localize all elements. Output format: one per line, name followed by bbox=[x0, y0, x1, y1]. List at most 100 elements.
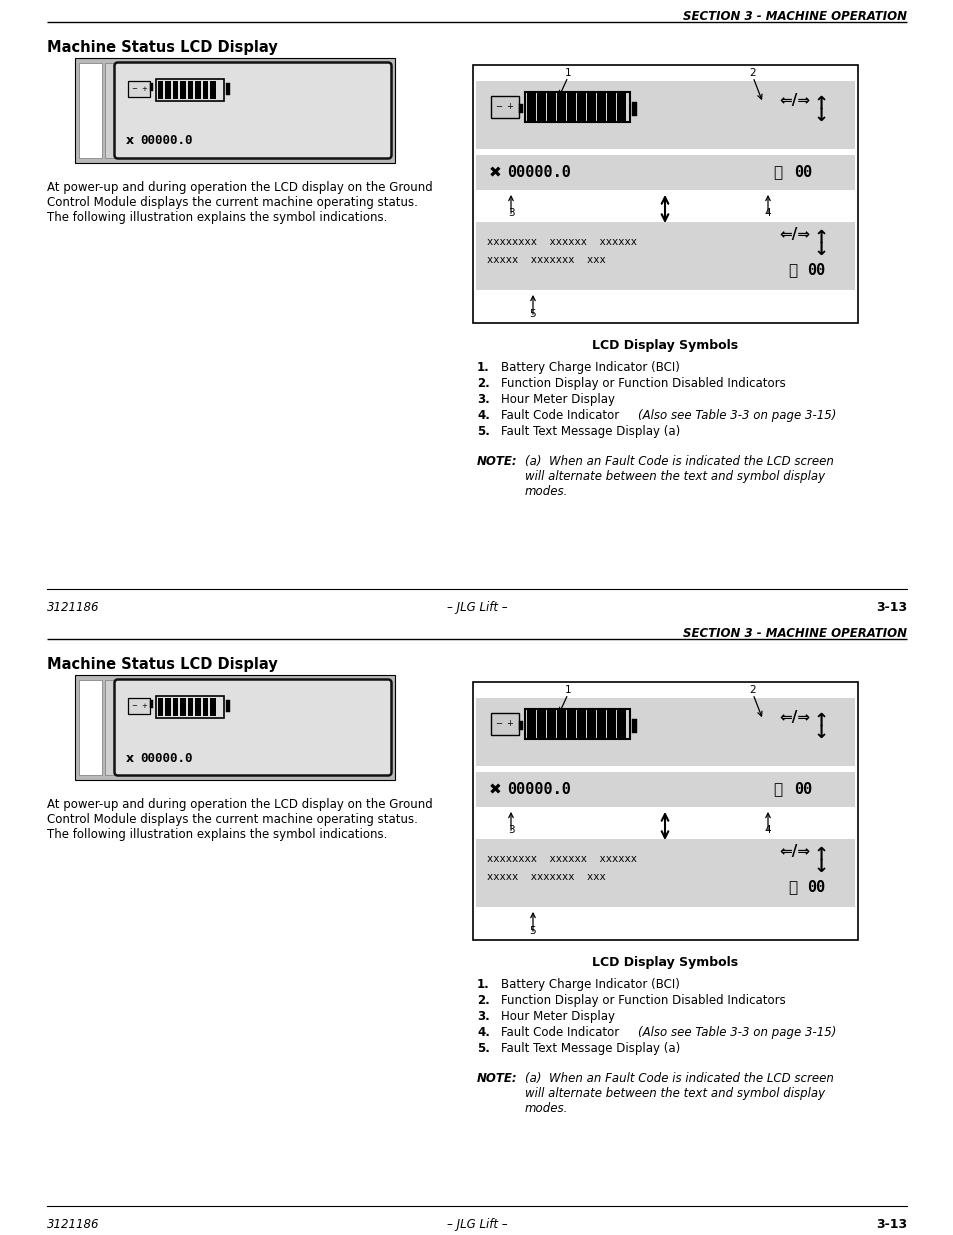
Text: xxxxxxxx  xxxxxx  xxxxxx: xxxxxxxx xxxxxx xxxxxx bbox=[486, 853, 637, 863]
Bar bbox=[165, 698, 171, 716]
Text: 2.: 2. bbox=[476, 994, 489, 1007]
Text: 5: 5 bbox=[529, 309, 536, 319]
Bar bbox=[557, 709, 565, 739]
Bar bbox=[203, 82, 209, 99]
Bar bbox=[597, 91, 605, 122]
Bar bbox=[617, 91, 625, 122]
Text: Control Module displays the current machine operating status.: Control Module displays the current mach… bbox=[47, 196, 417, 209]
Bar bbox=[631, 719, 637, 732]
Bar bbox=[75, 676, 395, 781]
Text: +: + bbox=[505, 719, 513, 729]
Text: ⇐/⇒: ⇐/⇒ bbox=[779, 227, 810, 242]
Text: 1: 1 bbox=[564, 68, 571, 78]
Text: (Also see Table 3-3 on page 3-15): (Also see Table 3-3 on page 3-15) bbox=[638, 1026, 836, 1039]
Bar bbox=[156, 79, 224, 101]
Text: At power-up and during operation the LCD display on the Ground: At power-up and during operation the LCD… bbox=[47, 182, 433, 194]
Text: SECTION 3 - MACHINE OPERATION: SECTION 3 - MACHINE OPERATION bbox=[682, 627, 906, 640]
Bar bbox=[518, 720, 522, 730]
Bar bbox=[473, 65, 857, 324]
Text: ✖: ✖ bbox=[489, 782, 501, 797]
Text: NOTE:: NOTE: bbox=[476, 454, 517, 468]
Text: ⇐/⇒: ⇐/⇒ bbox=[779, 93, 810, 107]
Bar bbox=[546, 709, 556, 739]
Bar bbox=[172, 82, 178, 99]
Text: 00: 00 bbox=[793, 782, 811, 797]
Bar bbox=[79, 680, 102, 776]
Bar bbox=[158, 82, 163, 99]
Text: −: − bbox=[131, 86, 136, 91]
Text: LCD Display Symbols: LCD Display Symbols bbox=[592, 338, 738, 352]
Text: +: + bbox=[141, 86, 147, 91]
Text: +: + bbox=[141, 703, 147, 709]
Text: Fault Code Indicator: Fault Code Indicator bbox=[500, 409, 622, 422]
Text: (a)  When an Fault Code is indicated the LCD screen: (a) When an Fault Code is indicated the … bbox=[524, 454, 833, 468]
Text: −: − bbox=[495, 103, 501, 111]
Bar bbox=[195, 698, 201, 716]
Bar bbox=[476, 156, 854, 190]
Bar bbox=[526, 91, 536, 122]
Text: Fault Text Message Display (a): Fault Text Message Display (a) bbox=[500, 425, 679, 438]
Text: 00: 00 bbox=[806, 263, 824, 278]
Text: 2.: 2. bbox=[476, 377, 489, 390]
Bar bbox=[180, 698, 186, 716]
Text: Hour Meter Display: Hour Meter Display bbox=[500, 393, 615, 406]
Text: 3-13: 3-13 bbox=[875, 1218, 906, 1231]
Bar bbox=[566, 91, 576, 122]
Text: 3121186: 3121186 bbox=[47, 601, 99, 614]
FancyBboxPatch shape bbox=[114, 679, 391, 776]
Text: modes.: modes. bbox=[524, 1102, 568, 1115]
Text: Battery Charge Indicator (BCI): Battery Charge Indicator (BCI) bbox=[500, 361, 679, 374]
Bar bbox=[518, 104, 522, 114]
Text: Battery Charge Indicator (BCI): Battery Charge Indicator (BCI) bbox=[500, 978, 679, 990]
Bar bbox=[524, 709, 629, 739]
Bar bbox=[226, 83, 230, 95]
Text: – JLG Lift –: – JLG Lift – bbox=[446, 601, 507, 614]
Text: −: − bbox=[131, 703, 136, 709]
Text: xxxxx  xxxxxxx  xxx: xxxxx xxxxxxx xxx bbox=[486, 872, 605, 882]
Bar bbox=[606, 91, 616, 122]
Bar bbox=[226, 700, 230, 713]
Bar bbox=[180, 82, 186, 99]
FancyBboxPatch shape bbox=[114, 63, 391, 158]
Text: 2: 2 bbox=[749, 685, 756, 695]
Text: ⇐/⇒: ⇐/⇒ bbox=[779, 844, 810, 858]
Text: 3121186: 3121186 bbox=[47, 1218, 99, 1231]
Text: NOTE:: NOTE: bbox=[476, 1072, 517, 1086]
Text: 3-13: 3-13 bbox=[875, 601, 906, 614]
Text: 00000.0: 00000.0 bbox=[140, 135, 193, 147]
Text: 00000.0: 00000.0 bbox=[140, 752, 193, 764]
Text: At power-up and during operation the LCD display on the Ground: At power-up and during operation the LCD… bbox=[47, 798, 433, 811]
Bar bbox=[491, 96, 518, 117]
Text: Machine Status LCD Display: Machine Status LCD Display bbox=[47, 40, 277, 56]
Text: 4: 4 bbox=[764, 825, 771, 835]
Text: (Also see Table 3-3 on page 3-15): (Also see Table 3-3 on page 3-15) bbox=[638, 409, 836, 422]
Text: SECTION 3 - MACHINE OPERATION: SECTION 3 - MACHINE OPERATION bbox=[682, 10, 906, 23]
Text: Fault Text Message Display (a): Fault Text Message Display (a) bbox=[500, 1042, 679, 1055]
Text: x: x bbox=[126, 752, 134, 764]
Text: 00: 00 bbox=[806, 881, 824, 895]
Text: The following illustration explains the symbol indications.: The following illustration explains the … bbox=[47, 827, 387, 841]
Text: 4.: 4. bbox=[476, 1026, 489, 1039]
Bar bbox=[476, 698, 854, 766]
Bar bbox=[476, 839, 854, 906]
Bar bbox=[156, 697, 224, 718]
Text: Machine Status LCD Display: Machine Status LCD Display bbox=[47, 657, 277, 672]
Bar bbox=[631, 103, 637, 116]
Text: – JLG Lift –: – JLG Lift – bbox=[446, 1218, 507, 1231]
Text: 4.: 4. bbox=[476, 409, 489, 422]
Bar bbox=[491, 713, 518, 735]
Text: −: − bbox=[495, 719, 501, 729]
Text: ↓: ↓ bbox=[813, 107, 828, 125]
Text: ↑: ↑ bbox=[813, 230, 828, 247]
Text: 🔧: 🔧 bbox=[773, 782, 781, 797]
Bar bbox=[203, 698, 209, 716]
Text: ↑: ↑ bbox=[813, 846, 828, 864]
Text: ⇐/⇒: ⇐/⇒ bbox=[779, 710, 810, 725]
Text: 🔧: 🔧 bbox=[787, 881, 797, 895]
Bar bbox=[105, 680, 115, 776]
Bar bbox=[195, 82, 201, 99]
Bar bbox=[577, 709, 585, 739]
Text: 3: 3 bbox=[507, 207, 514, 219]
Text: 4: 4 bbox=[764, 207, 771, 219]
Text: 3.: 3. bbox=[476, 1010, 489, 1023]
